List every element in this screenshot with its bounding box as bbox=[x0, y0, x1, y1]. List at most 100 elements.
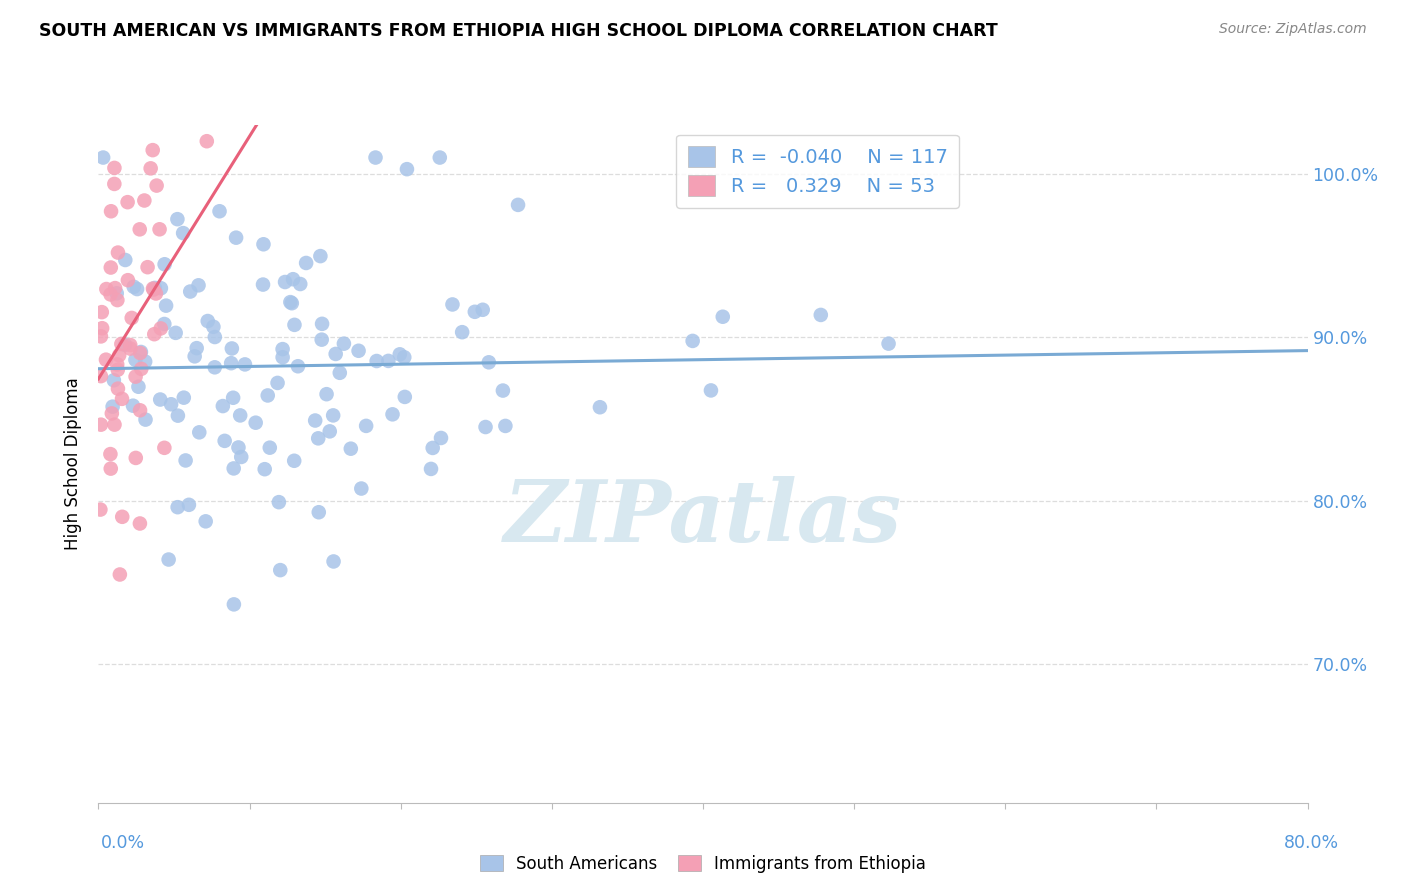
Point bbox=[149, 321, 172, 335]
Point bbox=[197, 314, 219, 328]
Point bbox=[271, 351, 294, 365]
Point bbox=[186, 341, 208, 355]
Point bbox=[319, 425, 342, 439]
Point bbox=[100, 260, 122, 275]
Point bbox=[143, 281, 166, 295]
Point bbox=[155, 299, 177, 313]
Point bbox=[135, 412, 157, 426]
Point bbox=[96, 282, 118, 296]
Point bbox=[381, 407, 404, 421]
Text: 0.0%: 0.0% bbox=[101, 834, 145, 852]
Point bbox=[202, 319, 225, 334]
Point bbox=[89, 502, 111, 516]
Point bbox=[145, 178, 167, 193]
Point bbox=[711, 310, 734, 324]
Point bbox=[350, 482, 373, 496]
Point bbox=[173, 391, 195, 405]
Point bbox=[172, 226, 194, 240]
Point bbox=[136, 260, 159, 275]
Point bbox=[700, 384, 723, 398]
Point bbox=[149, 281, 172, 295]
Point bbox=[153, 441, 176, 455]
Point bbox=[105, 358, 128, 372]
Legend: R =  -0.040    N = 117, R =   0.329    N = 53: R = -0.040 N = 117, R = 0.329 N = 53 bbox=[676, 135, 959, 208]
Point bbox=[252, 237, 274, 252]
Point bbox=[183, 349, 205, 363]
Point bbox=[494, 418, 516, 433]
Point bbox=[222, 461, 245, 475]
Point bbox=[129, 362, 152, 376]
Point bbox=[148, 222, 170, 236]
Point bbox=[420, 462, 443, 476]
Point bbox=[100, 287, 122, 301]
Text: ZIPatlas: ZIPatlas bbox=[503, 476, 903, 560]
Point bbox=[166, 212, 188, 227]
Point bbox=[394, 390, 416, 404]
Point bbox=[283, 318, 305, 332]
Point bbox=[111, 392, 134, 406]
Point bbox=[134, 354, 156, 368]
Point bbox=[364, 151, 387, 165]
Point bbox=[259, 441, 281, 455]
Point bbox=[188, 425, 211, 440]
Point bbox=[290, 277, 312, 291]
Point bbox=[228, 441, 250, 455]
Point bbox=[309, 249, 332, 263]
Point bbox=[422, 441, 444, 455]
Point bbox=[280, 295, 302, 310]
Point bbox=[304, 413, 326, 427]
Point bbox=[122, 280, 145, 294]
Point bbox=[377, 354, 399, 368]
Point bbox=[322, 409, 344, 423]
Point bbox=[281, 296, 304, 310]
Point bbox=[219, 356, 242, 370]
Point bbox=[122, 399, 145, 413]
Point bbox=[149, 392, 172, 407]
Point bbox=[129, 516, 152, 531]
Point bbox=[124, 352, 146, 367]
Point bbox=[194, 514, 217, 528]
Point bbox=[142, 281, 165, 295]
Point bbox=[153, 257, 176, 271]
Point bbox=[157, 552, 180, 566]
Text: Source: ZipAtlas.com: Source: ZipAtlas.com bbox=[1219, 22, 1367, 37]
Point bbox=[388, 347, 411, 361]
Point bbox=[103, 177, 125, 191]
Point bbox=[231, 450, 253, 464]
Point bbox=[204, 360, 226, 375]
Point bbox=[104, 281, 127, 295]
Point bbox=[252, 277, 274, 292]
Point bbox=[204, 330, 226, 344]
Point bbox=[287, 359, 309, 374]
Point bbox=[129, 346, 152, 360]
Point bbox=[441, 297, 464, 311]
Point bbox=[120, 338, 142, 352]
Point bbox=[222, 391, 245, 405]
Point bbox=[256, 388, 278, 402]
Point bbox=[329, 366, 352, 380]
Point bbox=[311, 317, 333, 331]
Point bbox=[107, 382, 129, 396]
Point bbox=[354, 418, 377, 433]
Point bbox=[208, 204, 231, 219]
Point bbox=[325, 347, 347, 361]
Point bbox=[267, 495, 290, 509]
Point bbox=[124, 369, 146, 384]
Point bbox=[340, 442, 363, 456]
Point bbox=[187, 278, 209, 293]
Point bbox=[394, 351, 416, 365]
Text: 80.0%: 80.0% bbox=[1284, 834, 1339, 852]
Point bbox=[179, 285, 201, 299]
Point bbox=[114, 338, 136, 352]
Point bbox=[471, 302, 494, 317]
Point bbox=[311, 333, 333, 347]
Point bbox=[103, 373, 125, 387]
Point bbox=[271, 342, 294, 356]
Point bbox=[211, 399, 233, 413]
Point bbox=[451, 325, 474, 339]
Point bbox=[245, 416, 267, 430]
Point bbox=[91, 151, 114, 165]
Point bbox=[108, 567, 131, 582]
Point bbox=[308, 505, 330, 519]
Point bbox=[142, 283, 165, 297]
